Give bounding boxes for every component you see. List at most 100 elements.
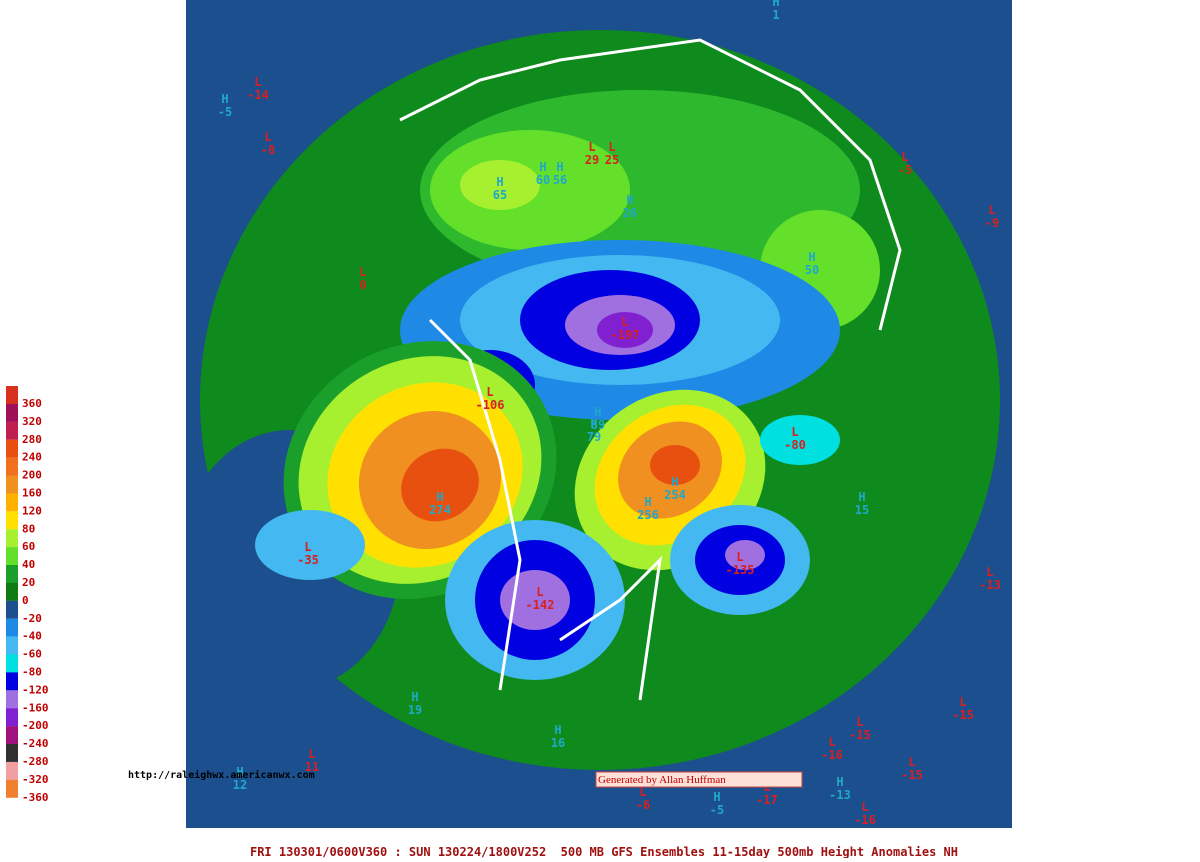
center-type: H <box>411 690 418 704</box>
center-value: -16 <box>821 748 843 762</box>
legend-swatch <box>6 708 18 727</box>
legend-label: 60 <box>22 540 35 553</box>
center-value: -15 <box>901 768 923 782</box>
legend-swatch <box>6 636 18 655</box>
center-value: -6 <box>636 798 650 812</box>
legend-label: -160 <box>22 701 49 714</box>
legend-label: -240 <box>22 737 49 750</box>
center-type: L <box>621 315 628 329</box>
center-type: L <box>639 785 646 799</box>
center-type: L <box>264 130 271 144</box>
center-value: -15 <box>849 728 871 742</box>
center-value: -15 <box>952 708 974 722</box>
center-value: 15 <box>855 503 869 517</box>
legend-swatch <box>6 457 18 476</box>
legend-label: 80 <box>22 522 35 535</box>
center-value: 274 <box>429 503 451 517</box>
center-value: 16 <box>551 736 565 750</box>
center-type: L <box>988 203 995 217</box>
center-type: L <box>304 540 311 554</box>
legend-swatch <box>6 547 18 566</box>
center-value: -106 <box>476 398 505 412</box>
legend-swatch <box>6 582 18 601</box>
color-legend: 360320280240200160120806040200-20-40-60-… <box>6 386 49 804</box>
legend-swatch <box>6 439 18 458</box>
pressure-centers: H1L-14H-5L-8H65H60H56L29L25H26H50L-5L-9L… <box>218 0 1001 827</box>
legend-label: 280 <box>22 433 42 446</box>
legend-swatch <box>6 654 18 673</box>
center-value: 256 <box>637 508 659 522</box>
legend-swatch <box>6 779 18 798</box>
legend-label: -40 <box>22 630 42 643</box>
center-value: -16 <box>854 813 876 827</box>
legend-label: 160 <box>22 487 42 500</box>
center-type: H <box>644 495 651 509</box>
center-value: 65 <box>493 188 507 202</box>
center-type: H <box>496 175 503 189</box>
center-value: 12 <box>233 778 247 792</box>
legend-label: 320 <box>22 415 42 428</box>
legend-swatch <box>6 690 18 709</box>
center-value: -17 <box>756 793 778 807</box>
center-type: L <box>486 385 493 399</box>
center-value: 25 <box>605 153 619 167</box>
center-type: H <box>590 417 597 431</box>
legend-label: 360 <box>22 397 42 410</box>
legend-label: -120 <box>22 683 49 696</box>
legend-label: -80 <box>22 666 42 679</box>
center-value: -13 <box>829 788 851 802</box>
legend-swatch <box>6 618 18 637</box>
legend-swatch <box>6 386 18 404</box>
legend-label: 40 <box>22 558 35 571</box>
legend-swatch <box>6 672 18 691</box>
center-value: -9 <box>985 216 999 230</box>
center-type: H <box>221 92 228 106</box>
legend-swatch <box>6 744 18 762</box>
legend-label: 200 <box>22 469 42 482</box>
center-type: H <box>626 193 633 207</box>
center-type: L <box>901 150 908 164</box>
center-value: -80 <box>784 438 806 452</box>
center-type: L <box>588 140 595 154</box>
center-type: H <box>436 490 443 504</box>
legend-swatch <box>6 726 18 745</box>
legend-swatch <box>6 600 18 619</box>
legend-swatch <box>6 475 18 494</box>
center-type: L <box>359 265 366 279</box>
center-type: L <box>959 695 966 709</box>
center-value: 29 <box>585 153 599 167</box>
center-type: L <box>254 75 261 89</box>
center-value: 254 <box>664 488 686 502</box>
center-value: -13 <box>979 578 1001 592</box>
legend-swatch <box>6 493 18 512</box>
legend-label: -360 <box>22 791 49 804</box>
center-type: H <box>836 775 843 789</box>
center-type: L <box>986 565 993 579</box>
legend-label: 120 <box>22 504 42 517</box>
center-value: -197 <box>611 328 640 342</box>
legend-label: -200 <box>22 719 49 732</box>
legend-label: 240 <box>22 451 42 464</box>
center-type: H <box>554 723 561 737</box>
url-text: http://raleighwx.americanwx.com <box>128 769 315 781</box>
legend-swatch <box>6 761 18 780</box>
center-type: L <box>736 550 743 564</box>
center-type: L <box>908 755 915 769</box>
center-type: H <box>594 405 601 419</box>
center-type: L <box>536 585 543 599</box>
center-value: 79 <box>587 430 601 444</box>
center-type: H <box>808 250 815 264</box>
legend-swatch <box>6 529 18 548</box>
legend-label: -320 <box>22 773 49 786</box>
center-type: L <box>308 747 315 761</box>
center-value: 50 <box>805 263 819 277</box>
center-value: -5 <box>898 163 912 177</box>
center-value: -8 <box>261 143 275 157</box>
legend-label: 20 <box>22 576 35 589</box>
anomaly-map <box>186 0 1012 828</box>
center-value: -35 <box>297 553 319 567</box>
legend-label: 0 <box>22 594 29 607</box>
credit-text: Generated by Allan Huffman <box>598 774 726 786</box>
center-type: H <box>236 765 243 779</box>
